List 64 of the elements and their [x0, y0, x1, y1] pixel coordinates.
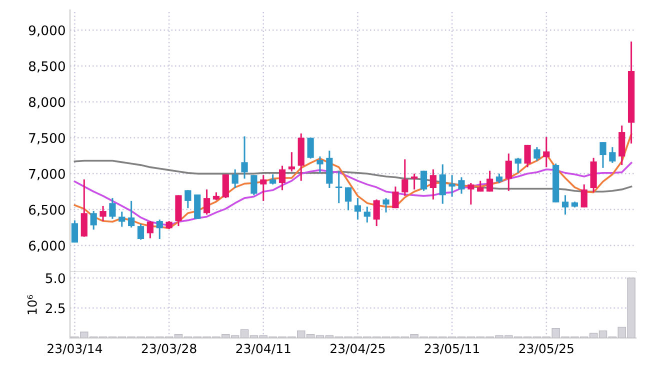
- candlestick: [524, 144, 531, 168]
- candlestick: [137, 223, 144, 240]
- y-tick-label: 6,500: [28, 204, 65, 216]
- candlestick: [184, 189, 192, 209]
- x-tick-label: 23/03/28: [142, 344, 196, 354]
- candlestick: [392, 186, 399, 209]
- candlestick: [80, 178, 88, 238]
- candlestick: [439, 164, 446, 205]
- candlestick: [458, 176, 465, 195]
- candlestick: [543, 136, 550, 168]
- candlestick: [402, 158, 408, 197]
- y-tick-label: 5.0: [46, 273, 65, 284]
- x-tick-label: 23/05/25: [519, 344, 574, 354]
- candlestick: [364, 206, 370, 224]
- candlestick: [486, 170, 494, 192]
- y-tick-label: 6,000: [28, 240, 65, 252]
- x-tick-label: 23/03/14: [48, 344, 102, 354]
- candlestick: [278, 165, 286, 191]
- y-tick-label: 7,500: [29, 132, 65, 144]
- candlestick: [430, 168, 436, 200]
- candlestick: [203, 188, 210, 216]
- candlestick: [514, 157, 522, 174]
- candlestick: [250, 174, 258, 196]
- candlestick: [118, 210, 126, 228]
- x-tick-label: 23/04/11: [236, 344, 290, 354]
- candlestick: [600, 141, 606, 169]
- candlestick: [382, 197, 390, 214]
- y-axis-title: 10⁶: [27, 294, 37, 314]
- candlestick: [232, 168, 238, 189]
- candlestick: [448, 174, 456, 198]
- candlestick: [146, 220, 154, 240]
- candlestick: [100, 205, 106, 222]
- candlestick: [128, 200, 135, 228]
- candlestick: [260, 174, 267, 202]
- y-tick-label: 8,500: [28, 61, 65, 73]
- candlestick: [90, 210, 97, 230]
- candlestick: [373, 198, 380, 227]
- candlestick: [307, 137, 314, 160]
- candlestick: [336, 170, 342, 204]
- candlestick: [109, 197, 116, 220]
- candlestick: [496, 172, 503, 184]
- x-tick-label: 23/05/11: [424, 344, 479, 354]
- candlestick: [411, 172, 418, 190]
- y-tick-label: 9,000: [28, 25, 65, 37]
- candlestick: [316, 156, 324, 174]
- candlestick: [505, 152, 512, 192]
- candlestick: [609, 146, 616, 164]
- candlestick: [288, 151, 295, 172]
- y-tick-label: 8,000: [28, 97, 65, 108]
- candlestick: [534, 146, 540, 162]
- candlestick: [468, 182, 474, 206]
- candlestick: [562, 194, 569, 216]
- candlestick: [270, 174, 276, 186]
- x-tick-label: 23/04/25: [330, 344, 385, 354]
- candlestick: [156, 218, 163, 240]
- candlestick: [344, 186, 352, 212]
- candlestick: [222, 174, 229, 199]
- y-tick-label: 2.5: [46, 303, 65, 314]
- candlestick: [354, 197, 362, 220]
- y-tick-label: 7,000: [29, 168, 65, 180]
- candlestick: [420, 170, 428, 192]
- candlestick: [241, 136, 248, 180]
- candlestick: [580, 184, 588, 208]
- candlestick: [71, 220, 78, 244]
